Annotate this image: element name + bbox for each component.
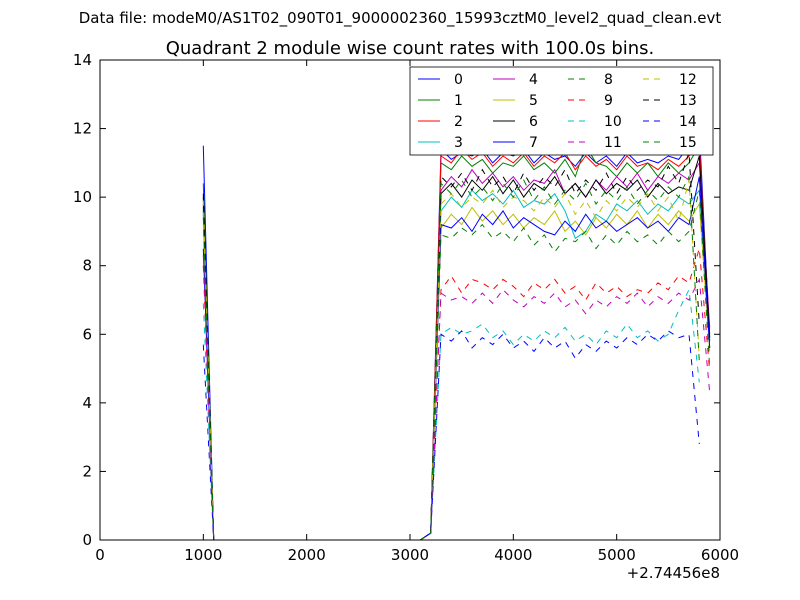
x-tick-label: 0	[95, 546, 105, 564]
legend-label-8: 8	[604, 72, 613, 88]
y-tick-label: 6	[82, 325, 92, 343]
legend-label-6: 6	[529, 114, 538, 130]
legend-frame	[409, 66, 714, 156]
legend-label-7: 7	[529, 135, 538, 151]
legend-label-10: 10	[604, 114, 622, 130]
y-tick-label: 2	[82, 462, 92, 480]
x-tick-label: 5000	[598, 546, 636, 564]
x-tick-label: 1000	[184, 546, 222, 564]
series-line-10	[202, 287, 700, 541]
x-offset-label: +2.74456e8	[627, 564, 720, 582]
legend-label-0: 0	[454, 72, 463, 88]
legend-label-2: 2	[454, 114, 463, 130]
x-tick-label: 4000	[494, 546, 532, 564]
x-axis: 0 1000 2000 3000 4000 5000 6000	[95, 60, 739, 564]
legend-label-15: 15	[679, 135, 697, 151]
y-tick-label: 10	[73, 188, 92, 206]
legend-label-13: 13	[679, 93, 697, 109]
legend-label-12: 12	[679, 72, 697, 88]
y-tick-label: 0	[82, 531, 92, 549]
y-tick-label: 4	[82, 394, 92, 412]
legend-label-14: 14	[679, 114, 697, 130]
x-tick-label: 2000	[288, 546, 326, 564]
chart-title: Quadrant 2 module wise count rates with …	[166, 38, 655, 59]
legend-label-4: 4	[529, 72, 538, 88]
y-tick-label: 14	[73, 51, 92, 69]
series-line-8	[202, 190, 711, 541]
legend-label-9: 9	[604, 93, 613, 109]
legend-label-11: 11	[604, 135, 622, 151]
series-line-11	[202, 255, 711, 541]
y-tick-label: 8	[82, 257, 92, 275]
legend-label-3: 3	[454, 135, 463, 151]
series-line-13	[202, 152, 700, 541]
suptitle: Data file: modeM0/AS1T02_090T01_90000023…	[79, 9, 722, 28]
legend-label-5: 5	[529, 93, 538, 109]
x-tick-label: 6000	[701, 546, 739, 564]
legend-label-1: 1	[454, 93, 463, 109]
y-tick-label: 12	[73, 120, 92, 138]
x-tick-label: 3000	[391, 546, 429, 564]
series-line-15	[202, 174, 700, 541]
